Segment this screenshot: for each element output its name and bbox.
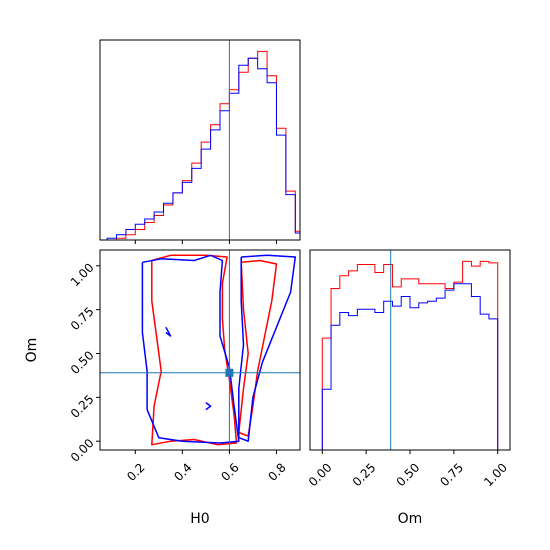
om-x-tick-label-2: 0.50 <box>394 460 423 489</box>
h0-histogram-series <box>106 50 300 240</box>
om-histogram-background <box>310 250 510 450</box>
om-x-axis-label: Om <box>398 511 423 527</box>
h0-histogram-background <box>100 40 300 240</box>
om-histogram-series-1 <box>321 283 499 450</box>
h0-histogram-panel <box>99 39 301 244</box>
joint-y-tick-label-3: 0.75 <box>68 304 97 333</box>
joint-x-tick-label-0: 0.2 <box>124 460 147 483</box>
h0-histogram-frame <box>99 39 301 241</box>
om-histogram-ticks: 0.00 0.25 0.50 0.75 1.00 <box>306 450 510 489</box>
joint-truth-marker <box>225 368 234 377</box>
joint-contour-4 <box>165 326 172 337</box>
joint-x-tick-label-3: 0.8 <box>265 460 288 483</box>
joint-y-tick-label-1: 0.25 <box>68 392 97 421</box>
joint-contour-2 <box>141 254 240 444</box>
joint-contour-1 <box>238 259 278 437</box>
om-histogram-series-0 <box>321 260 499 450</box>
om-x-tick-label-3: 0.75 <box>437 460 466 489</box>
joint-contour-5 <box>205 401 212 411</box>
h0-histogram-series-1 <box>106 57 300 240</box>
om-histogram-panel: 0.00 0.25 0.50 0.75 1.00 Om <box>306 249 511 527</box>
joint-contour-0 <box>151 254 238 446</box>
joint-contours <box>141 254 297 446</box>
om-histogram-series <box>321 260 499 450</box>
joint-panel: 0.2 0.4 0.6 0.8 0.00 0.25 0.50 0.75 1.00 H0 Om <box>24 249 301 527</box>
joint-y-axis-label: Om <box>24 338 40 363</box>
om-x-tick-label-1: 0.25 <box>350 460 379 489</box>
joint-x-ticks: 0.2 0.4 0.6 0.8 <box>124 450 289 484</box>
joint-contour-3 <box>238 254 297 442</box>
joint-x-tick-label-2: 0.6 <box>218 460 241 483</box>
om-x-tick-label-4: 1.00 <box>481 460 510 489</box>
joint-y-tick-label-0: 0.00 <box>68 436 97 465</box>
om-x-tick-label-0: 0.00 <box>306 460 335 489</box>
joint-x-axis-label: H0 <box>190 511 209 527</box>
h0-histogram-ticks <box>134 240 277 244</box>
joint-truth-lines <box>100 250 300 450</box>
joint-frame <box>99 249 301 451</box>
joint-y-tick-label-2: 0.50 <box>68 348 97 377</box>
joint-y-ticks: 0.00 0.25 0.50 0.75 1.00 <box>68 260 100 465</box>
joint-background <box>100 250 300 450</box>
joint-y-tick-label-4: 1.00 <box>68 260 97 289</box>
joint-x-tick-label-1: 0.4 <box>171 460 194 483</box>
